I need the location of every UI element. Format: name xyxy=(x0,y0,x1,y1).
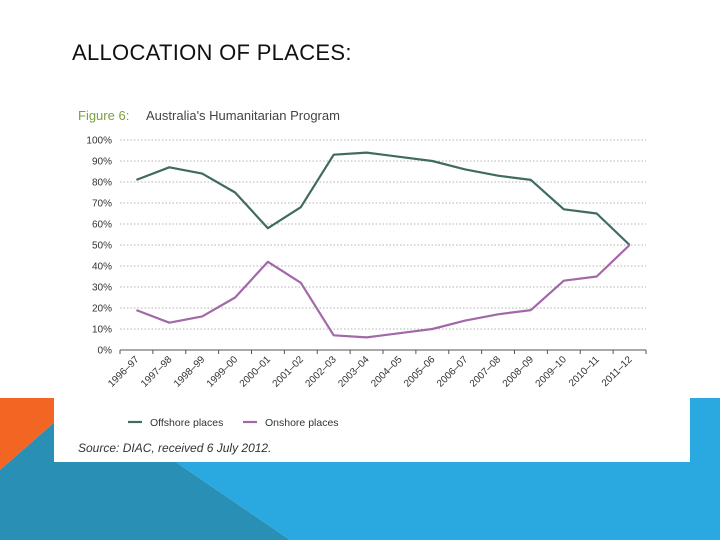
x-tick-label: 2005–06 xyxy=(402,354,438,390)
y-tick-label: 70% xyxy=(92,199,112,210)
x-tick-label: 1996–97 xyxy=(106,354,142,390)
chart-grid xyxy=(120,139,646,330)
y-tick-label: 20% xyxy=(92,304,112,315)
x-tick-label: 2003–04 xyxy=(336,354,372,390)
x-tick-label: 2006–07 xyxy=(435,354,471,390)
x-tick-label: 2011–12 xyxy=(600,354,635,389)
x-tick-label: 2008–09 xyxy=(501,354,537,390)
chart-series xyxy=(136,151,631,339)
figure-label: Figure 6: xyxy=(78,108,129,123)
x-tick-label: 1998–99 xyxy=(172,354,208,390)
x-tick-label: 1999–00 xyxy=(205,354,241,390)
x-tick-label: 2002–03 xyxy=(303,354,339,390)
figure-source: Source: DIAC, received 6 July 2012. xyxy=(78,441,271,455)
series-line xyxy=(136,244,631,339)
y-tick-label: 100% xyxy=(86,136,112,147)
y-tick-label: 90% xyxy=(92,157,112,168)
x-axis: 1996–971997–981998–991999–002000–012001–… xyxy=(106,349,647,390)
y-axis: 0% 10% 20% 30% 40% 50% 60% 70% 80% 90% 100% xyxy=(86,136,112,357)
figure-panel: Figure 6: Australia's Humanitarian Progr… xyxy=(54,94,690,462)
x-tick-label: 2009–10 xyxy=(534,354,570,390)
y-tick-label: 30% xyxy=(92,283,112,294)
x-tick-label: 2001–02 xyxy=(271,354,307,390)
x-tick-label: 2004–05 xyxy=(369,354,405,390)
y-tick-label: 60% xyxy=(92,220,112,231)
y-tick-label: 80% xyxy=(92,178,112,189)
series-line xyxy=(136,151,631,246)
y-tick-label: 0% xyxy=(98,346,113,357)
x-tick-label: 1997–98 xyxy=(139,354,175,390)
slide-title: ALLOCATION OF PLACES: xyxy=(72,40,352,65)
x-tick-label: 2000–01 xyxy=(238,354,274,390)
chart-legend: Offshore places Onshore places xyxy=(128,417,339,429)
y-tick-label: 40% xyxy=(92,262,112,273)
x-tick-label: 2010–11 xyxy=(567,354,602,389)
x-tick-label: 2007–08 xyxy=(468,354,504,390)
legend-label: Onshore places xyxy=(265,417,339,429)
line-chart: Figure 6: Australia's Humanitarian Progr… xyxy=(78,108,647,455)
y-tick-label: 50% xyxy=(92,241,112,252)
figure-title: Australia's Humanitarian Program xyxy=(146,108,340,123)
legend-label: Offshore places xyxy=(150,417,223,429)
y-tick-label: 10% xyxy=(92,325,112,336)
